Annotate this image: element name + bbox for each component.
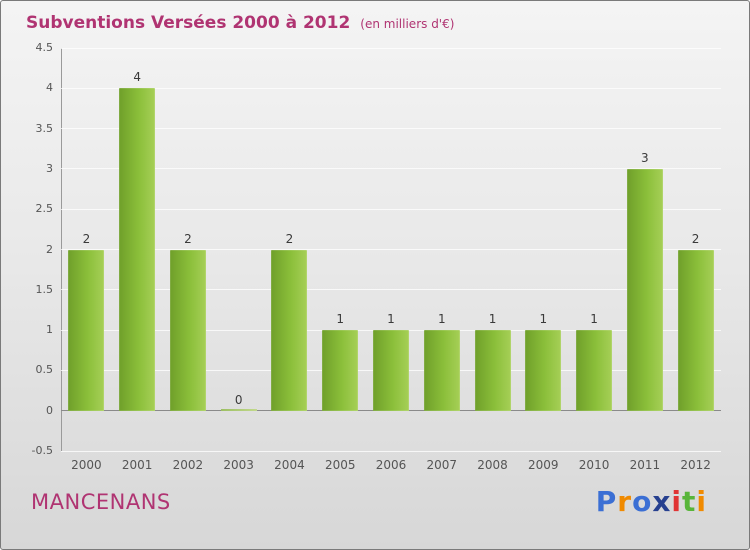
gridline	[61, 168, 721, 170]
bar	[677, 249, 714, 411]
bar-value-label: 1	[539, 312, 548, 327]
x-axis-tick-label: 2001	[121, 458, 153, 472]
bar-value-label: 3	[641, 150, 649, 165]
bar	[169, 249, 206, 411]
chart-title: Subventions Versées 2000 à 2012	[26, 13, 351, 33]
bar-value-label: 2	[184, 231, 192, 246]
bar-value-label: 1	[488, 312, 497, 327]
gridline	[61, 208, 721, 210]
x-axis-tick-label: 2007	[426, 458, 458, 472]
y-axis-tick-label: 0	[46, 403, 53, 417]
x-axis-tick-label: 2006	[375, 458, 407, 472]
logo-letter: r	[617, 485, 633, 518]
proxiti-logo: Proxiti	[596, 485, 707, 518]
org-name: MANCENANS	[31, 490, 171, 514]
bar	[68, 249, 105, 411]
y-axis-tick-label: 1.5	[35, 282, 54, 296]
x-axis-tick-label: 2002	[172, 458, 204, 472]
bar-value-label: 1	[336, 312, 345, 327]
y-axis-tick-label: 4.5	[35, 41, 54, 54]
bar	[626, 168, 663, 411]
y-axis-tick-label: -0.5	[31, 444, 53, 457]
logo-letter: o	[632, 485, 653, 518]
bar	[525, 330, 562, 411]
bar	[220, 408, 257, 411]
logo-letter: i	[696, 485, 707, 518]
bar	[119, 88, 156, 411]
bar-value-label: 1	[437, 312, 446, 327]
bar-value-label: 2	[285, 231, 294, 246]
x-axis-tick-label: 2009	[528, 458, 559, 472]
logo-letter: x	[652, 485, 672, 518]
x-axis-tick-label: 2005	[324, 458, 356, 472]
bar-value-label: 2	[691, 231, 700, 246]
y-axis-tick-label: 3	[46, 161, 53, 175]
y-axis-tick-label: 2	[46, 242, 53, 256]
plot-area: 2 4 2 0 2 1 1 1 1 1 1 3 2	[61, 47, 721, 452]
bar	[576, 330, 613, 411]
zero-axis-line	[61, 410, 721, 412]
x-axis-tick-label: 2010	[578, 458, 610, 472]
logo-letter: P	[595, 485, 618, 518]
x-axis-tick-label: 2012	[680, 458, 711, 472]
logo-letter: i	[671, 485, 682, 518]
x-axis-tick-label: 2011	[629, 458, 661, 472]
x-axis-tick-label: 2008	[477, 458, 508, 472]
y-axis-tick-label: 2.5	[35, 202, 54, 216]
y-axis-tick-label: 3.5	[35, 121, 54, 135]
title-row: Subventions Versées 2000 à 2012 (en milli…	[26, 13, 454, 33]
gridline	[61, 289, 721, 291]
y-axis-tick-label: 4	[46, 81, 53, 95]
x-axis-tick-label: 2000	[71, 458, 102, 472]
logo-letter: t	[682, 485, 697, 518]
bar	[474, 330, 511, 411]
bar	[322, 330, 359, 411]
bar-value-label: 1	[590, 312, 598, 327]
y-axis-tick-label: 0.5	[35, 363, 54, 377]
bar-value-label: 4	[133, 70, 141, 85]
gridline	[61, 450, 721, 452]
y-axis-tick-label: 1	[46, 323, 53, 337]
chart-subtitle: (en milliers d'€)	[360, 17, 455, 31]
bar-value-label: 2	[82, 231, 91, 246]
x-axis-tick-label: 2004	[274, 458, 305, 472]
bar-value-label: 1	[387, 312, 395, 327]
x-axis-tick-label: 2003	[223, 458, 254, 472]
gridline	[61, 87, 721, 89]
bar	[423, 330, 460, 411]
gridline	[61, 128, 721, 130]
gridline	[61, 249, 721, 250]
gridline	[61, 47, 721, 49]
bar-value-label: 0	[234, 392, 243, 407]
bar	[373, 330, 409, 411]
bar	[271, 249, 308, 411]
